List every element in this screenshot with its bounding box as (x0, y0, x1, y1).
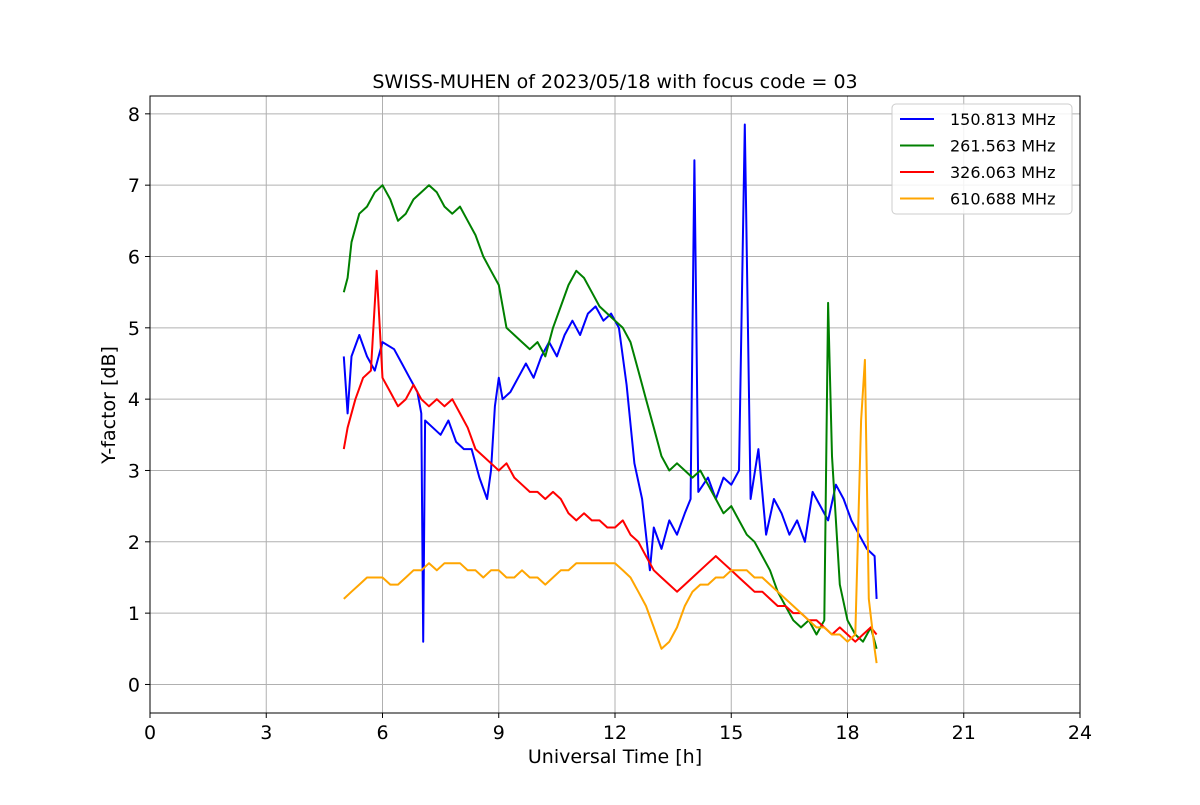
x-tick-label: 24 (1068, 722, 1092, 744)
legend-label: 150.813 MHz (950, 110, 1055, 129)
y-tick-label: 7 (128, 175, 140, 197)
x-tick-label: 15 (719, 722, 743, 744)
y-tick-label: 3 (128, 460, 140, 482)
legend-box (891, 103, 1073, 215)
x-tick-label: 12 (603, 722, 627, 744)
series-line-1 (342, 123, 878, 643)
x-tick-label: 9 (493, 722, 505, 744)
x-tick-label: 3 (260, 722, 272, 744)
y-tick-label: 2 (128, 532, 140, 554)
y-tick-label: 1 (128, 603, 140, 625)
x-tick-label: 0 (144, 722, 156, 744)
y-tick-label: 8 (128, 104, 140, 126)
series-line-2 (342, 184, 878, 650)
series-layer (342, 123, 878, 664)
chart-title: SWISS-MUHEN of 2023/05/18 with focus cod… (372, 71, 857, 93)
x-tick-label: 18 (835, 722, 859, 744)
x-tick-label: 21 (952, 722, 976, 744)
series-line-4 (343, 358, 878, 664)
legend-label: 610.688 MHz (950, 190, 1055, 209)
y-tick-label: 0 (128, 674, 140, 696)
legend-label: 326.063 MHz (950, 163, 1055, 182)
legend: 150.813 MHz 261.563 MHz 326.063 MHz 610.688… (891, 103, 1073, 215)
x-tick-label: 6 (376, 722, 388, 744)
y-tick-label: 5 (128, 318, 140, 340)
legend-label: 261.563 MHz (950, 137, 1055, 156)
y-tick-label: 4 (128, 389, 140, 411)
y-axis-label: Y-factor [dB] (98, 346, 120, 465)
series-line-3 (342, 269, 878, 643)
x-axis-label: Universal Time [h] (528, 746, 702, 768)
y-tick-label: 6 (128, 246, 140, 268)
